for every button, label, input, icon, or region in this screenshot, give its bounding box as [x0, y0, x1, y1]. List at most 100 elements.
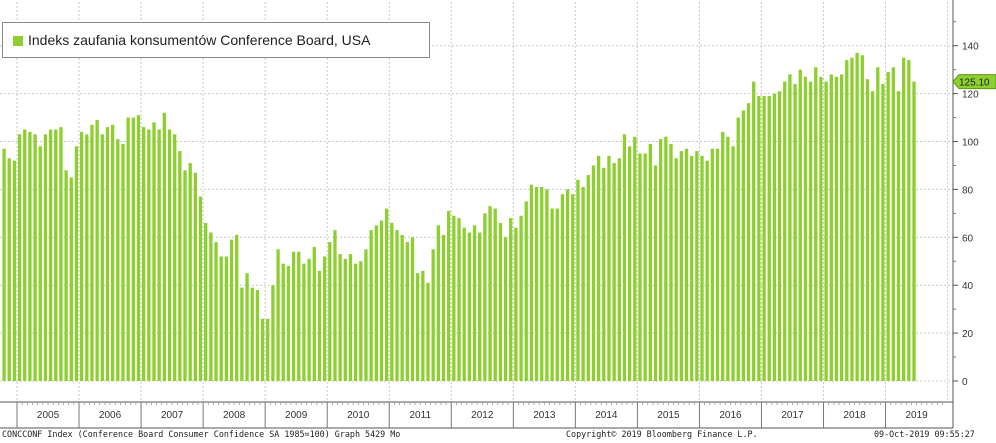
- bar: [183, 170, 187, 381]
- bar: [359, 261, 363, 381]
- last-value-label: 125.10: [959, 78, 990, 89]
- bar: [105, 127, 110, 381]
- y-tick-label: 40: [962, 281, 974, 292]
- bar: [204, 222, 208, 381]
- bar: [783, 81, 787, 381]
- bar: [829, 74, 833, 381]
- y-tick-label: 60: [962, 233, 974, 244]
- bar: [503, 237, 508, 381]
- bar: [85, 134, 89, 381]
- bar: [731, 146, 735, 381]
- x-tick-label: 2017: [781, 410, 804, 421]
- bar: [369, 230, 373, 381]
- bar: [571, 194, 575, 381]
- bar: [638, 153, 642, 381]
- bar: [214, 242, 218, 381]
- bar: [452, 215, 456, 381]
- bar: [721, 131, 725, 381]
- bar: [710, 148, 715, 381]
- x-tick-label: 2014: [595, 410, 618, 421]
- bar: [178, 151, 182, 381]
- bar: [410, 237, 415, 381]
- y-tick-label: 100: [962, 138, 979, 149]
- bar: [545, 189, 549, 381]
- bar: [219, 256, 223, 381]
- footer-copyright: Copyright© 2019 Bloomberg Finance L.P.: [566, 429, 758, 439]
- last-value-badge: [952, 74, 996, 90]
- bar: [876, 67, 880, 381]
- y-tick-label: 140: [962, 42, 979, 53]
- bar: [607, 155, 611, 381]
- bar: [260, 318, 265, 381]
- bar: [364, 249, 368, 381]
- bar: [38, 146, 42, 381]
- x-tick-label: 2011: [410, 410, 432, 421]
- bar: [855, 52, 859, 381]
- bar: [819, 76, 823, 382]
- bar: [591, 165, 596, 381]
- legend-swatch: [13, 36, 23, 46]
- bar: [659, 139, 663, 381]
- bar: [622, 134, 627, 381]
- bar: [509, 218, 513, 381]
- bar: [478, 232, 482, 381]
- bar: [297, 251, 301, 381]
- bar: [400, 234, 404, 381]
- bar: [850, 57, 854, 382]
- bar: [891, 67, 895, 381]
- bar: [514, 227, 518, 381]
- bar: [902, 57, 906, 382]
- x-axis: 2005 2006 2007 2008 2009 2010 2011 2012 2013 2014…: [16, 402, 943, 428]
- bar: [762, 95, 766, 382]
- bar: [705, 160, 709, 381]
- bar: [793, 84, 797, 382]
- bar: [472, 225, 477, 381]
- footer-timestamp: 09-Oct-2019 09:55:27: [874, 429, 975, 439]
- bar: [110, 124, 115, 382]
- y-tick-label: 0: [962, 377, 968, 388]
- bar: [493, 208, 497, 381]
- bar: [245, 273, 249, 381]
- bar-series: [2, 52, 916, 382]
- x-tick-label: 2015: [657, 410, 680, 421]
- bar: [881, 84, 885, 382]
- bar: [64, 170, 68, 381]
- bar: [59, 127, 63, 381]
- bar: [79, 131, 84, 381]
- bar: [328, 242, 332, 381]
- bar: [576, 179, 580, 381]
- bar: [136, 115, 141, 381]
- bar: [767, 95, 771, 382]
- bar: [421, 270, 425, 381]
- bar: [700, 155, 704, 381]
- bar: [695, 151, 699, 381]
- bar: [291, 251, 296, 381]
- bar: [845, 60, 849, 381]
- bar: [302, 263, 306, 381]
- bar: [142, 127, 146, 381]
- bar: [322, 256, 327, 381]
- bar: [2, 148, 6, 381]
- bar: [426, 282, 430, 381]
- y-tick-label: 120: [962, 90, 979, 101]
- bar: [581, 187, 585, 381]
- bar: [814, 67, 818, 381]
- bar: [447, 210, 451, 381]
- bar: [235, 234, 239, 381]
- bar: [379, 220, 384, 381]
- bar: [690, 155, 694, 381]
- bar: [436, 225, 441, 381]
- bar: [648, 143, 652, 381]
- bar: [865, 79, 870, 381]
- bar: [147, 129, 151, 381]
- bar: [669, 143, 673, 381]
- bar: [312, 246, 316, 381]
- x-tick-label: 2009: [285, 410, 308, 421]
- bar: [12, 160, 17, 381]
- bar: [524, 201, 528, 381]
- bar: [834, 76, 839, 382]
- bar: [441, 234, 446, 381]
- bar: [48, 129, 53, 381]
- bar: [7, 158, 11, 381]
- bar: [715, 148, 720, 381]
